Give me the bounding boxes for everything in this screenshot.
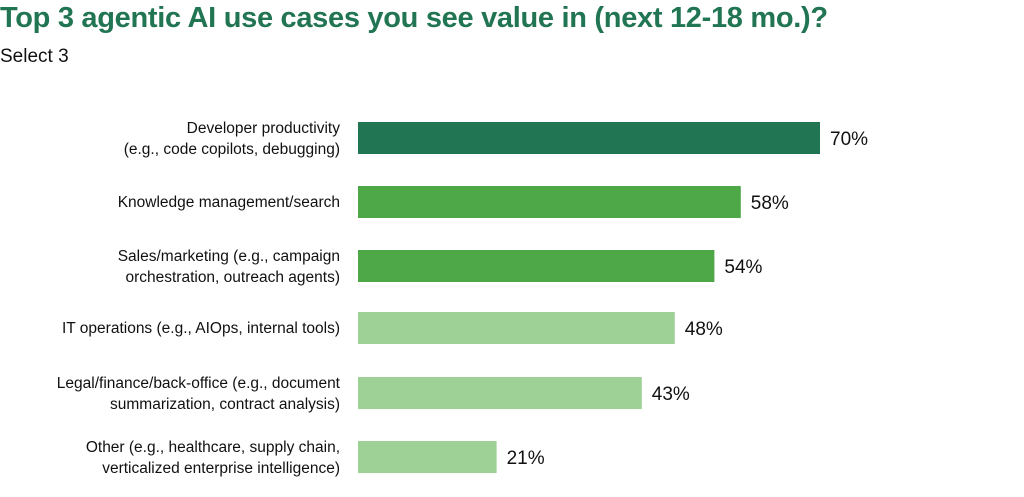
bar: [358, 122, 820, 154]
value-label: 70%: [830, 129, 868, 150]
category-label: verticalized enterprise intelligence): [102, 460, 340, 477]
value-label: 54%: [724, 257, 762, 278]
category-label: orchestration, outreach agents): [125, 269, 340, 286]
value-label: 21%: [507, 448, 545, 469]
bar: [358, 186, 741, 218]
value-label: 58%: [751, 193, 789, 214]
bar: [358, 312, 675, 344]
category-label: (e.g., code copilots, debugging): [124, 141, 340, 158]
category-label: summarization, contract analysis): [110, 396, 340, 413]
category-label: Sales/marketing (e.g., campaign: [118, 248, 340, 265]
category-label: Legal/finance/back-office (e.g., documen…: [57, 375, 341, 392]
category-label: Other (e.g., healthcare, supply chain,: [86, 439, 340, 456]
category-label: IT operations (e.g., AIOps, internal too…: [62, 320, 340, 337]
value-label: 48%: [685, 319, 723, 340]
category-label: Knowledge management/search: [118, 194, 340, 211]
value-label: 43%: [652, 384, 690, 405]
chart-subtitle: Select 3: [0, 46, 69, 67]
bar: [358, 441, 497, 473]
bar: [358, 377, 642, 409]
bar: [358, 250, 715, 282]
category-label: Developer productivity: [187, 120, 341, 137]
chart-title: Top 3 agentic AI use cases you see value…: [0, 2, 828, 34]
